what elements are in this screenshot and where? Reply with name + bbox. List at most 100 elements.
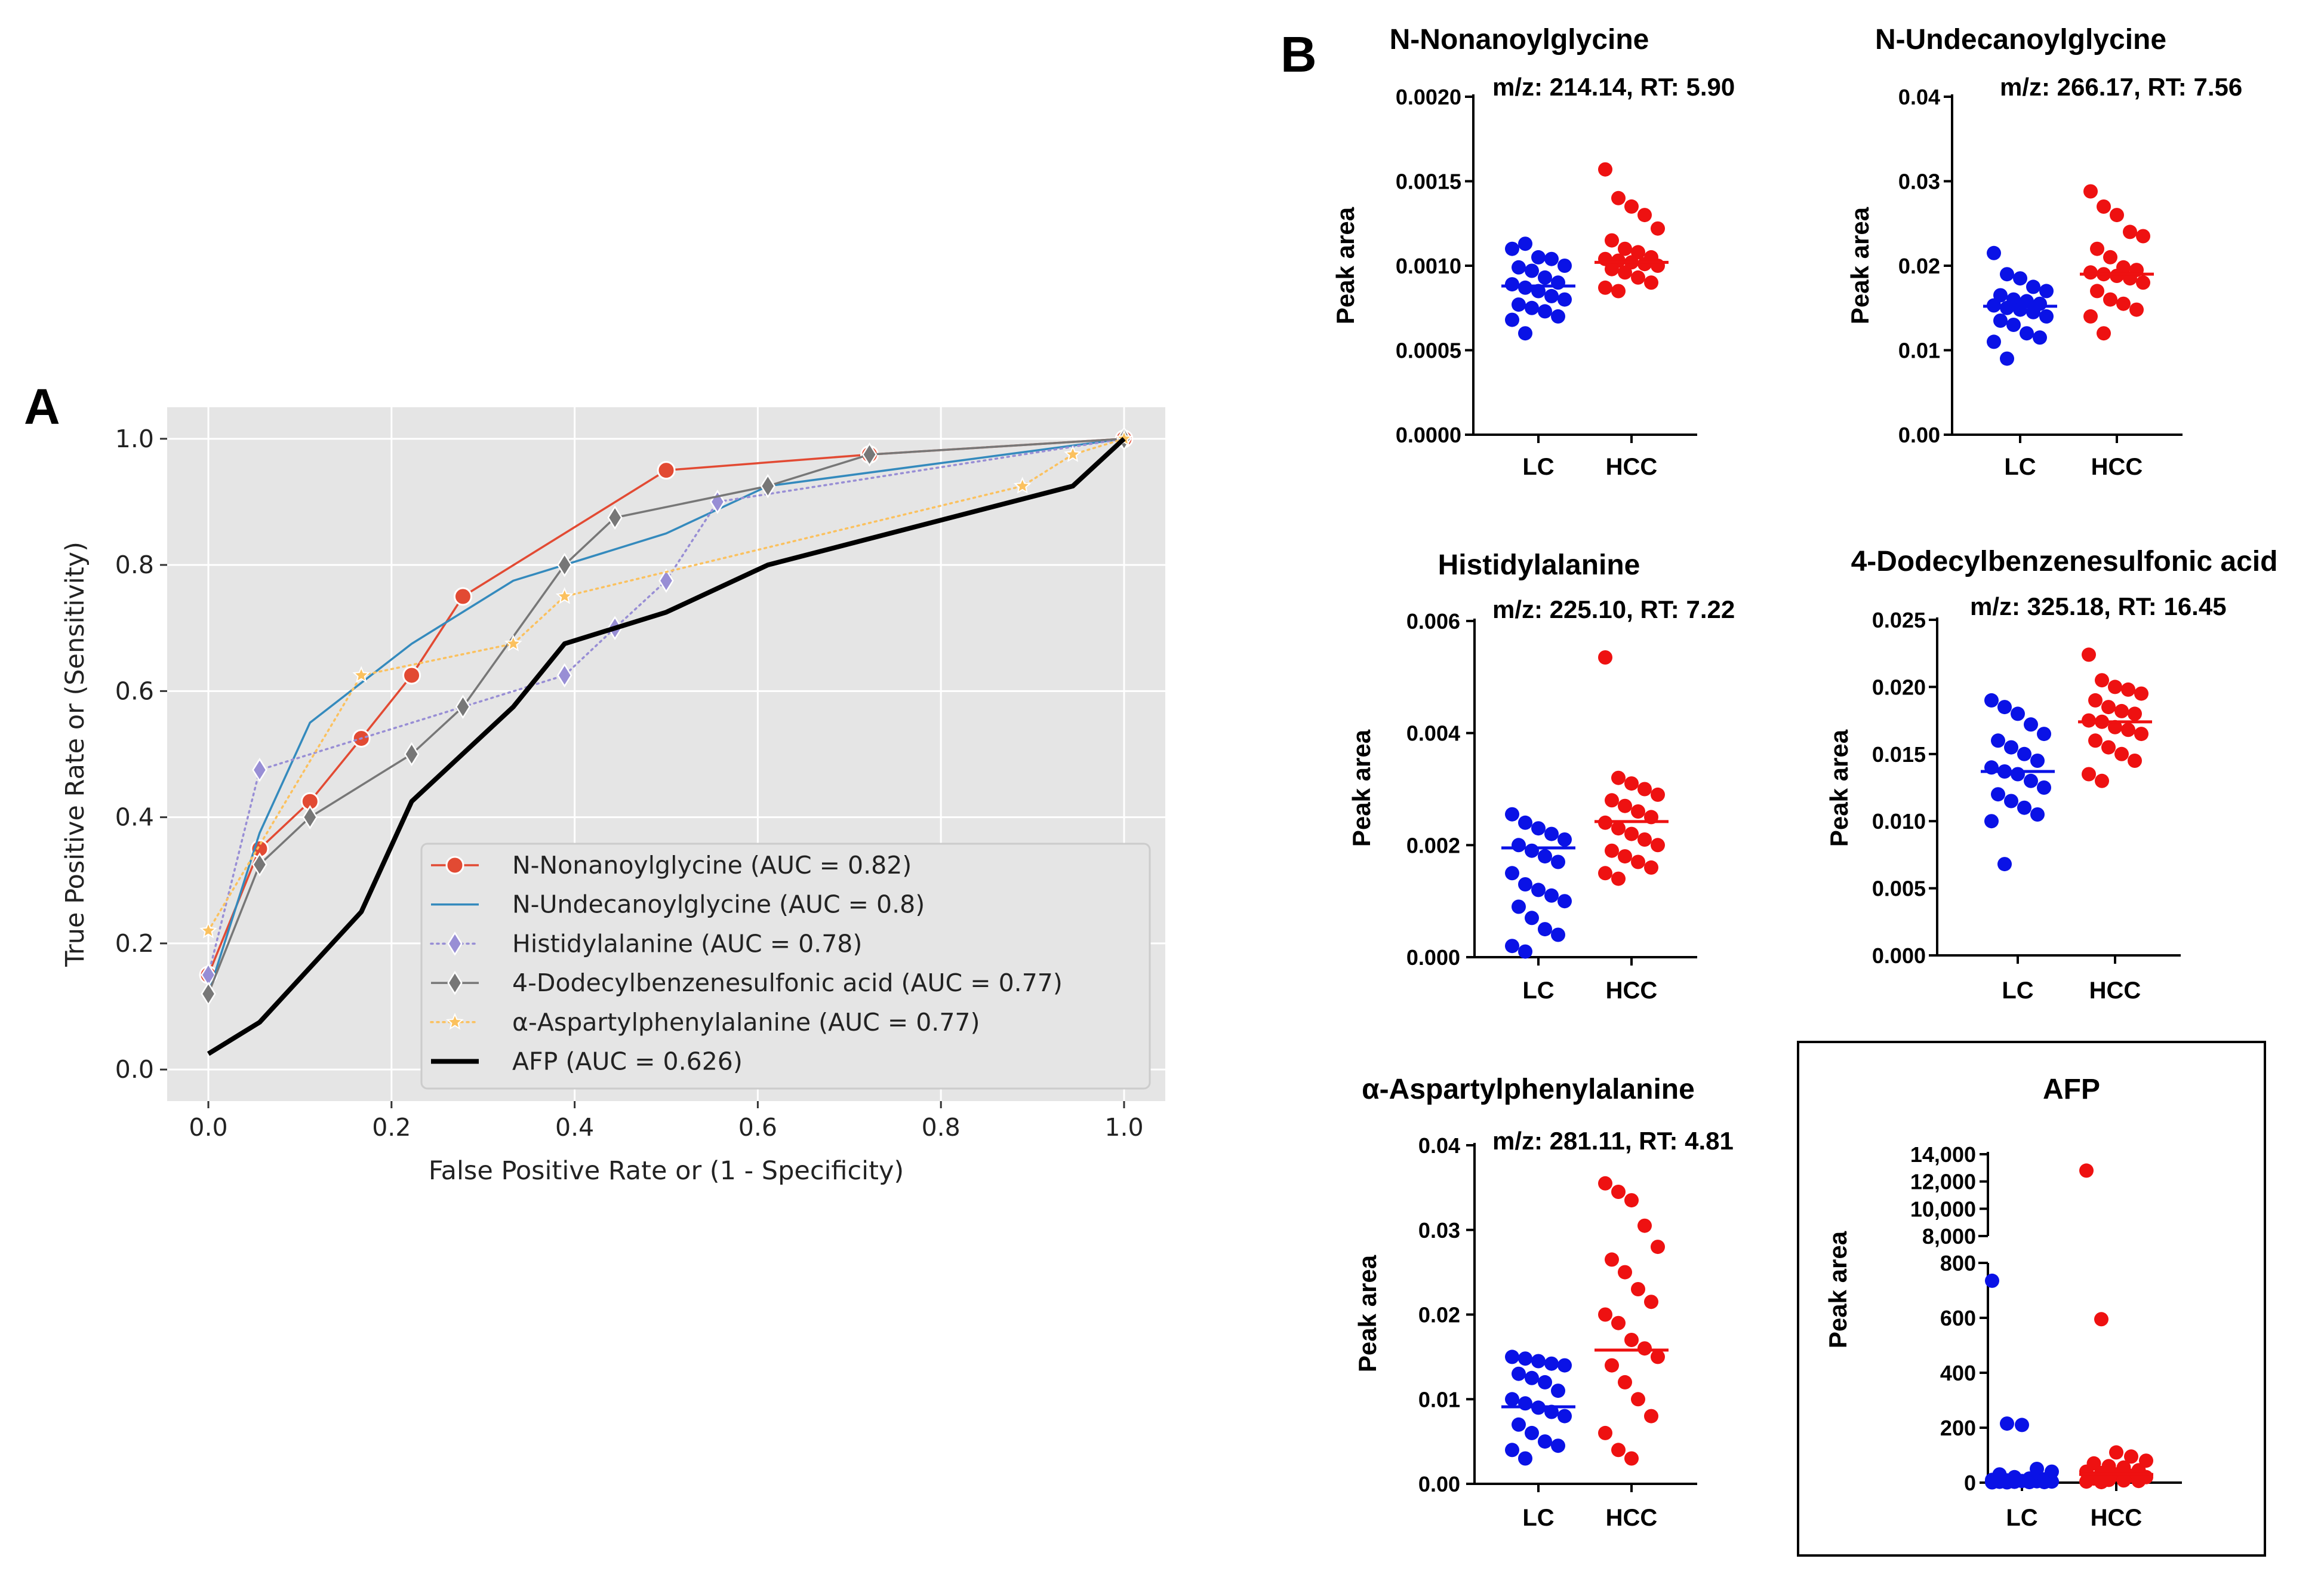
legend-entry: N-Undecanoylglycine (AUC = 0.8) [512,890,925,919]
scatter-point-hcc [2079,1474,2094,1489]
scatter-point-lc [2030,807,2045,822]
scatter-point-lc [1518,815,1532,830]
scatter-point-lc [2024,717,2038,732]
scatter-point-lc [2011,767,2025,782]
scatter-point-hcc [2103,250,2117,265]
roc-point [1064,445,1082,462]
scatter-point-hcc [2103,292,2117,307]
scatter-point-hcc [1598,1425,1612,1440]
scatter-point-hcc [1631,1392,1645,1407]
scatter-y-tick-label: 0.000 [1872,943,1926,968]
scatter-point-hcc [2128,754,2142,768]
roc-series-line [207,438,1125,994]
roc-series-line [207,436,1126,1056]
roc-chart: 0.0 0.2 0.4 0.6 0.8 1.0 0.0 0.2 0.4 0.6 0.8 1.0 Fal… [60,407,1165,1186]
scatter-point-hcc [1644,1295,1658,1309]
scatter-y-tick-label: 14,000 [1910,1142,1976,1167]
scatter-point-hcc [2083,184,2098,199]
scatter-y-tick-label: 0 [1964,1471,1976,1495]
legend-entry: N-Nonanoylglycine (AUC = 0.82) [512,851,912,880]
scatter-point-hcc [1605,233,1619,248]
scatter-point-lc [1985,1273,1999,1288]
roc-point [658,568,674,593]
scatter-title: α-Aspartylphenylalanine [1362,1074,1695,1105]
scatter-point-hcc [2101,700,2116,715]
scatter-point-hcc [2134,727,2148,742]
scatter-point-lc [1525,263,1539,278]
scatter-point-lc [1557,259,1572,273]
scatter-y-tick-label: 600 [1940,1306,1976,1330]
scatter-point-lc [1505,1392,1519,1407]
scatter-point-lc [2017,800,2031,815]
legend-entry: α-Aspartylphenylalanine (AUC = 0.77) [512,1008,980,1037]
scatter-point-hcc [2110,208,2124,223]
scatter-point-hcc [1651,221,1665,236]
roc-x-tick-label: 1.0 [1104,1113,1143,1142]
scatter-point-lc [1538,1375,1552,1389]
scatter-y-tick-label: 8,000 [1922,1224,1976,1249]
scatter-point-hcc [2109,1445,2123,1460]
scatter-category-label: LC [2004,454,2036,480]
scatter-point-lc [1512,838,1526,853]
scatter-point-hcc [1651,838,1665,853]
scatter-point-lc [1984,814,1999,829]
scatter-point-hcc [1624,1451,1639,1466]
scatter-point-lc [1551,927,1565,942]
scatter-point-hcc [1618,798,1632,813]
scatter-point-hcc [1644,1409,1658,1424]
scatter-point-lc [1512,297,1526,312]
scatter-point-hcc [1618,265,1632,280]
scatter-point-hcc [1611,1185,1626,1199]
scatter-title: 4-Dodecylbenzenesulfonic acid [1851,546,2278,577]
scatter-point-lc [2024,773,2038,788]
scatter-point-hcc [1611,284,1626,299]
scatter-point-lc [2033,330,2047,345]
scatter-point-lc [2039,284,2054,299]
scatter-y-tick-label: 0.002 [1406,833,1460,857]
scatter-point-hcc [1618,1265,1632,1280]
scatter-point-lc [2004,794,2018,808]
scatter-point-hcc [2094,1475,2108,1490]
scatter-point-lc [1997,700,2012,715]
scatter-point-hcc [1651,787,1665,802]
scatter-y-tick-label: 10,000 [1910,1197,1976,1221]
scatter-point-hcc [1611,190,1626,205]
scatter-point-lc [1557,1409,1572,1424]
scatter-y-tick-label: 0.000 [1406,945,1460,970]
scatter-point-hcc [2123,225,2137,239]
scatter-point-hcc [1631,804,1645,819]
roc-point [504,634,522,651]
scatter-point-hcc [2083,309,2098,324]
roc-point [201,982,216,1006]
scatter-point-hcc [2097,326,2111,341]
scatter-point-lc [1518,1351,1532,1366]
scatter-category-label: HCC [2091,454,2143,480]
roc-legend: N-Nonanoylglycine (AUC = 0.82) N-Undecano… [420,843,1151,1090]
scatter-point-hcc [2097,199,2111,214]
scatter-point-hcc [1624,776,1639,791]
scatter-category-label: LC [1522,1505,1554,1531]
scatter-y-tick-label: 0.015 [1872,742,1926,767]
scatter-point-hcc [1618,1375,1632,1389]
roc-point [252,758,267,782]
roc-y-axis-label: True Positive Rate or (Sensitivity) [60,542,90,967]
scatter-point-hcc [1605,1358,1619,1373]
scatter-point-hcc [1611,1443,1626,1458]
scatter-point-hcc [2101,740,2116,755]
scatter-point-lc [1531,821,1546,836]
afp-box-frame [1797,1041,2266,1557]
scatter-point-hcc [2114,746,2129,761]
scatter-point-lc [2006,318,2021,332]
scatter-point-lc [2011,706,2025,721]
roc-point [455,694,471,720]
scatter-point-hcc [1644,275,1658,290]
scatter-point-lc [1518,944,1532,959]
scatter-point-lc [2013,302,2027,317]
scatter-y-tick-label: 0.01 [1418,1387,1460,1412]
scatter-point-lc [1525,843,1539,858]
scatter-point-hcc [2094,1312,2108,1327]
scatter-point-lc [1518,1451,1532,1466]
roc-x-tick-label: 0.4 [555,1113,594,1142]
scatter-point-lc [1505,312,1519,327]
